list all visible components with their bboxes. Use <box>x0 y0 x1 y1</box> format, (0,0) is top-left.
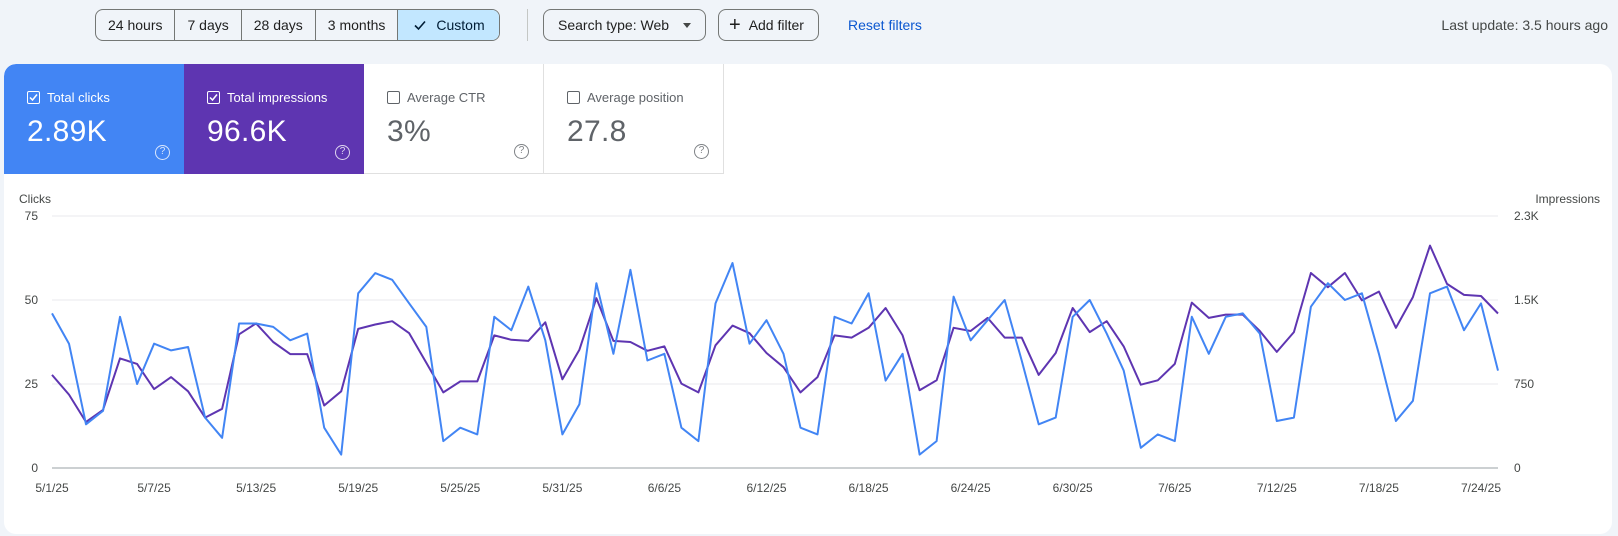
metric-value: 3% <box>387 115 431 148</box>
x-tick-label: 5/1/25 <box>35 481 69 495</box>
y-left-tick-label: 25 <box>25 377 39 391</box>
range-custom-label: Custom <box>436 17 485 33</box>
x-tick-label: 7/6/25 <box>1158 481 1192 495</box>
x-tick-label: 5/31/25 <box>542 481 582 495</box>
metric-label: Average position <box>587 90 684 105</box>
metric-label: Total clicks <box>47 90 110 105</box>
x-tick-label: 5/19/25 <box>338 481 378 495</box>
series-line-impressions <box>51 244 1499 423</box>
y-left-axis-title: Clicks <box>19 192 51 206</box>
y-right-tick-label: 2.3K <box>1514 209 1539 223</box>
y-left-tick-label: 0 <box>31 461 38 475</box>
metric-value: 2.89K <box>27 115 107 148</box>
metric-label: Total impressions <box>227 90 328 105</box>
range-28-days-button[interactable]: 28 days <box>242 10 316 40</box>
y-right-tick-label: 1.5K <box>1514 293 1539 307</box>
performance-chart[interactable]: 75 2.3K 50 1.5K 25 750 0 0 Clicks Impressions 5/1/… <box>4 190 1612 534</box>
dropdown-caret-icon <box>683 22 692 28</box>
metric-value: 27.8 <box>567 115 627 148</box>
help-icon[interactable]: ? <box>694 144 709 159</box>
x-tick-label: 6/24/25 <box>951 481 991 495</box>
metric-average-ctr[interactable]: Average CTR 3% ? <box>364 64 544 174</box>
series-line-clicks <box>51 262 1499 456</box>
checkbox-checked-icon[interactable] <box>27 91 40 104</box>
checkbox-unchecked-icon[interactable] <box>387 91 400 104</box>
range-3-months-button[interactable]: 3 months <box>316 10 399 40</box>
toolbar: 24 hours 7 days 28 days 3 months Custom … <box>0 9 1618 41</box>
metric-total-impressions[interactable]: Total impressions 96.6K ? <box>184 64 364 174</box>
add-filter-button[interactable]: + Add filter <box>718 9 819 41</box>
y-right-tick-label: 0 <box>1514 461 1521 475</box>
add-filter-label: Add filter <box>748 17 804 33</box>
metric-average-position[interactable]: Average position 27.8 ? <box>544 64 724 174</box>
y-left-tick-label: 75 <box>25 209 39 223</box>
x-tick-label: 7/12/25 <box>1257 481 1297 495</box>
metric-label: Average CTR <box>407 90 486 105</box>
help-icon[interactable]: ? <box>335 145 350 160</box>
help-icon[interactable]: ? <box>155 145 170 160</box>
x-tick-label: 5/7/25 <box>137 481 171 495</box>
x-tick-label: 6/6/25 <box>648 481 682 495</box>
performance-card: Total clicks 2.89K ? Total impressions 9… <box>4 64 1612 534</box>
range-7-days-button[interactable]: 7 days <box>175 10 242 40</box>
range-custom-button[interactable]: Custom <box>398 10 499 40</box>
checkbox-checked-icon[interactable] <box>207 91 220 104</box>
y-right-axis-title: Impressions <box>1535 192 1600 206</box>
x-tick-label: 6/30/25 <box>1053 481 1093 495</box>
x-tick-label: 6/18/25 <box>849 481 889 495</box>
last-update-text: Last update: 3.5 hours ago <box>1441 17 1608 33</box>
metric-value: 96.6K <box>207 115 287 148</box>
range-24-hours-button[interactable]: 24 hours <box>96 10 176 40</box>
checkbox-unchecked-icon[interactable] <box>567 91 580 104</box>
reset-filters-link[interactable]: Reset filters <box>848 17 922 33</box>
search-type-dropdown[interactable]: Search type: Web <box>543 9 707 41</box>
date-range-selector: 24 hours 7 days 28 days 3 months Custom <box>95 9 500 41</box>
x-tick-label: 5/25/25 <box>440 481 480 495</box>
x-tick-label: 5/13/25 <box>236 481 276 495</box>
x-tick-label: 7/18/25 <box>1359 481 1399 495</box>
line-chart-svg: 75 2.3K 50 1.5K 25 750 0 0 Clicks Impressions 5/1/… <box>19 192 1600 495</box>
y-left-tick-label: 50 <box>25 293 39 307</box>
toolbar-divider <box>527 9 528 41</box>
x-tick-label: 7/24/25 <box>1461 481 1501 495</box>
check-icon <box>414 20 426 31</box>
metric-total-clicks[interactable]: Total clicks 2.89K ? <box>4 64 184 174</box>
y-right-tick-label: 750 <box>1514 377 1534 391</box>
plus-icon: + <box>729 14 741 36</box>
x-tick-label: 6/12/25 <box>746 481 786 495</box>
help-icon[interactable]: ? <box>514 144 529 159</box>
search-type-label: Search type: Web <box>558 17 670 33</box>
